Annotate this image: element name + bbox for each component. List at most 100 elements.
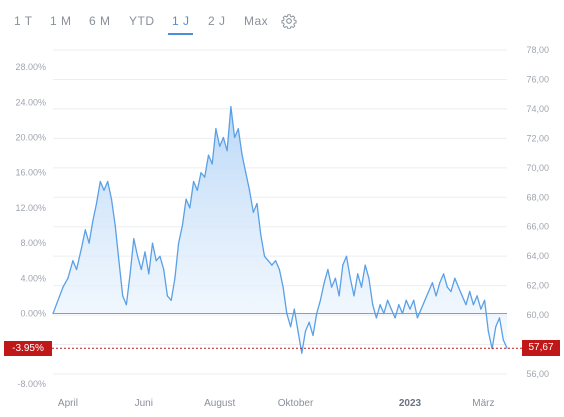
x-tick-label: August <box>204 398 235 409</box>
data-point <box>495 326 497 328</box>
data-point <box>372 304 374 306</box>
data-point <box>290 326 292 328</box>
period-tabs: 1 T 1 M 6 M YTD 1 J 2 J Max <box>0 0 564 40</box>
data-point <box>219 145 221 147</box>
tab-ytd[interactable]: YTD <box>129 14 155 28</box>
data-point <box>200 172 202 174</box>
data-point <box>275 260 277 262</box>
x-tick-label: Juni <box>135 398 153 409</box>
left-tick-label: -8.00% <box>17 379 46 389</box>
data-point <box>278 268 280 271</box>
data-point <box>487 330 489 332</box>
left-tick-label: 0.00% <box>20 309 46 319</box>
left-tick-label: 20.00% <box>15 133 46 143</box>
data-point <box>319 299 321 301</box>
data-point <box>439 282 441 284</box>
gear-icon[interactable] <box>281 13 297 29</box>
data-point <box>469 290 471 293</box>
data-point <box>67 277 69 279</box>
tab-1-month[interactable]: 1 M <box>50 14 72 28</box>
data-point <box>472 304 474 306</box>
data-point <box>99 180 101 183</box>
data-point <box>234 136 236 139</box>
data-point <box>155 260 157 262</box>
right-axis: 78,00 76,00 74,00 72,00 70,00 68,00 66,00 64,00… <box>526 45 549 379</box>
data-point <box>360 286 363 288</box>
data-point <box>498 317 501 319</box>
data-point <box>484 299 486 301</box>
data-point <box>263 255 266 257</box>
left-axis: 28.00% 24.00% 20.00% 16.00% 12.00% 8.00% 4.00%… <box>15 62 46 389</box>
right-tick-label: 66,00 <box>526 222 549 232</box>
data-point <box>114 224 116 227</box>
tab-6-months[interactable]: 6 M <box>89 14 111 28</box>
data-point <box>398 304 400 306</box>
data-point <box>260 233 262 235</box>
x-tick-label: März <box>472 398 494 409</box>
data-point <box>88 242 90 244</box>
data-point <box>342 264 344 266</box>
data-point <box>95 202 98 205</box>
data-point <box>293 308 295 310</box>
data-point <box>390 308 392 310</box>
data-point <box>107 180 109 183</box>
data-point <box>76 268 78 271</box>
data-point <box>241 154 243 156</box>
data-point <box>379 304 381 306</box>
data-point <box>245 172 247 174</box>
data-point <box>431 282 433 284</box>
data-point <box>189 207 191 209</box>
right-tick-label: 74,00 <box>526 104 549 114</box>
data-point <box>207 154 210 156</box>
right-tick-label: 64,00 <box>526 251 549 261</box>
data-point <box>428 290 430 293</box>
data-point <box>375 317 377 319</box>
tab-1-year[interactable]: 1 J <box>172 14 190 28</box>
data-point <box>312 334 314 337</box>
data-point <box>118 260 120 262</box>
data-point <box>338 295 340 297</box>
data-point <box>256 202 258 205</box>
right-tick-label: 62,00 <box>526 281 549 291</box>
data-point <box>457 286 460 288</box>
right-tick-label: 68,00 <box>526 192 549 202</box>
data-point <box>405 299 407 301</box>
data-point <box>163 268 165 271</box>
data-point <box>129 273 131 275</box>
data-point <box>181 224 183 227</box>
data-point <box>353 295 355 297</box>
active-tab-indicator <box>168 33 193 35</box>
data-point <box>151 242 154 244</box>
data-point <box>193 180 195 183</box>
data-point <box>84 229 86 231</box>
data-point <box>215 128 217 130</box>
series-points <box>52 106 508 354</box>
data-point <box>248 189 251 191</box>
data-point <box>476 295 478 297</box>
data-point <box>308 321 310 323</box>
data-point <box>185 198 187 200</box>
tab-1-day[interactable]: 1 T <box>14 14 33 28</box>
data-point <box>204 176 206 178</box>
data-point <box>57 299 59 301</box>
chart-grid <box>53 49 507 375</box>
data-point <box>52 312 54 315</box>
data-point <box>159 255 161 257</box>
data-point <box>211 163 213 165</box>
data-point <box>446 286 448 288</box>
data-point <box>252 211 254 213</box>
data-point <box>226 150 228 152</box>
tab-2-years[interactable]: 2 J <box>208 14 226 28</box>
data-point <box>368 277 370 279</box>
data-point <box>345 255 348 257</box>
data-point <box>502 339 504 341</box>
tab-max[interactable]: Max <box>244 14 269 28</box>
data-point <box>383 312 385 315</box>
right-tick-label: 60,00 <box>526 310 549 320</box>
left-tick-label: 28.00% <box>15 62 46 72</box>
data-point <box>357 273 359 275</box>
data-point <box>92 220 94 222</box>
data-point <box>230 106 232 108</box>
data-point <box>301 352 303 354</box>
